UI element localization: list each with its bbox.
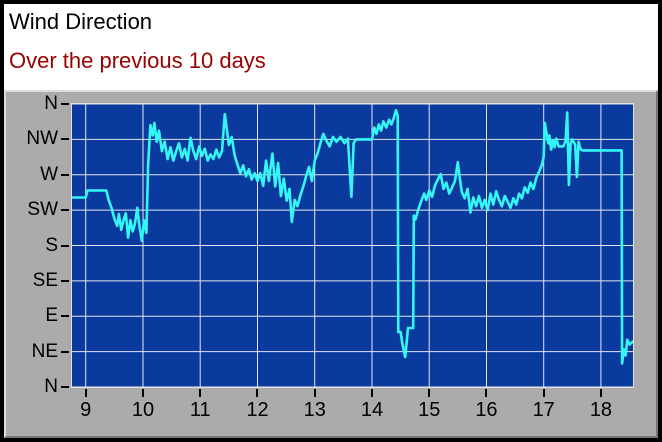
wind-direction-line [72,109,633,365]
plot-area [71,103,634,388]
wind-direction-plot [72,104,633,387]
chart-title: Wind Direction [9,9,153,34]
chart-subtitle: Over the previous 10 days [9,48,266,73]
chart-header: Wind Direction Over the previous 10 days [4,4,658,90]
